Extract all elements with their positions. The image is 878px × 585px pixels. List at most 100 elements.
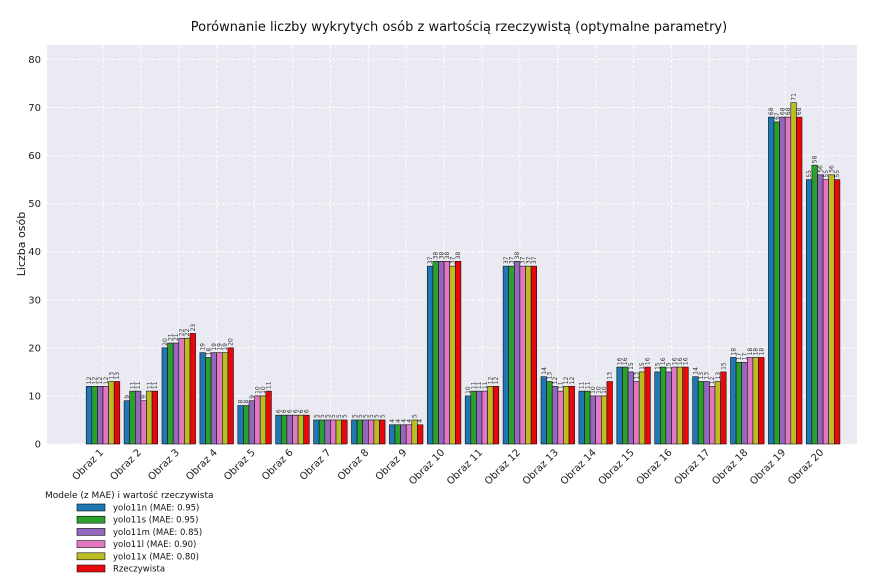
data-label: 5 bbox=[379, 414, 386, 418]
bar bbox=[108, 381, 115, 445]
data-label: 18 bbox=[205, 348, 212, 356]
x-tick-label: Obraz 16 bbox=[635, 447, 675, 487]
data-label: 18 bbox=[758, 348, 765, 356]
data-label: 56 bbox=[817, 165, 824, 173]
bar bbox=[97, 386, 104, 445]
data-label: 18 bbox=[753, 348, 760, 356]
data-label: 5 bbox=[363, 414, 370, 418]
bar bbox=[627, 371, 634, 445]
data-label: 4 bbox=[395, 419, 402, 423]
data-label: 37 bbox=[427, 256, 434, 264]
data-label: 6 bbox=[304, 409, 311, 413]
data-label: 11 bbox=[558, 381, 565, 389]
data-label: 8 bbox=[243, 400, 250, 404]
data-label: 4 bbox=[406, 419, 413, 423]
bar bbox=[589, 395, 596, 445]
bar bbox=[243, 405, 250, 445]
data-label: 13 bbox=[633, 372, 640, 380]
data-label: 5 bbox=[319, 414, 326, 418]
data-label: 16 bbox=[683, 357, 690, 365]
data-label: 11 bbox=[584, 381, 591, 389]
bar bbox=[568, 386, 575, 445]
bar bbox=[481, 390, 488, 445]
bar bbox=[254, 395, 261, 445]
bar bbox=[237, 405, 244, 445]
bar bbox=[811, 164, 818, 445]
bar bbox=[817, 174, 824, 445]
bar bbox=[405, 424, 413, 445]
bar bbox=[151, 390, 159, 445]
data-label: 37 bbox=[525, 256, 532, 264]
data-label: 12 bbox=[569, 376, 576, 384]
data-label: 37 bbox=[509, 256, 516, 264]
data-label: 5 bbox=[374, 414, 381, 418]
y-tick-label: 70 bbox=[28, 103, 41, 114]
data-label: 20 bbox=[162, 338, 169, 346]
data-label: 14 bbox=[541, 367, 548, 375]
data-label: 15 bbox=[628, 362, 635, 370]
x-tick-label: Obraz 14 bbox=[559, 447, 599, 487]
y-axis-ticks: 0 10 20 30 40 50 60 70 80 bbox=[28, 55, 41, 451]
bar bbox=[324, 419, 331, 445]
bar bbox=[584, 390, 591, 445]
bar bbox=[341, 419, 348, 445]
data-label: 6 bbox=[292, 409, 299, 413]
data-label: 16 bbox=[660, 357, 667, 365]
data-label: 9 bbox=[141, 395, 148, 399]
data-label: 12 bbox=[92, 376, 99, 384]
bar bbox=[616, 366, 623, 445]
data-label: 14 bbox=[692, 367, 699, 375]
bar bbox=[227, 347, 234, 445]
bar bbox=[222, 352, 229, 445]
bar bbox=[275, 414, 282, 445]
bar bbox=[113, 381, 121, 445]
legend-swatch bbox=[76, 515, 106, 524]
data-label: 16 bbox=[645, 357, 652, 365]
x-tick-label: Obraz 9 bbox=[374, 447, 410, 483]
bar bbox=[709, 386, 716, 445]
bar bbox=[259, 395, 267, 445]
bar bbox=[784, 116, 792, 445]
data-label: 71 bbox=[791, 93, 798, 101]
data-label: 12 bbox=[709, 376, 716, 384]
x-tick-label: Obraz 12 bbox=[483, 447, 523, 487]
bar bbox=[400, 424, 407, 445]
data-label: 11 bbox=[146, 381, 153, 389]
legend-label: yolo11m (MAE: 0.85) bbox=[113, 528, 202, 538]
bar bbox=[292, 414, 299, 445]
bar bbox=[692, 376, 699, 445]
data-label: 38 bbox=[455, 252, 462, 260]
bar bbox=[199, 352, 206, 445]
bar bbox=[476, 390, 483, 445]
data-label: 21 bbox=[167, 333, 174, 341]
data-label: 19 bbox=[200, 343, 207, 351]
bar bbox=[487, 386, 494, 445]
x-tick-label: Obraz 11 bbox=[445, 447, 485, 487]
bar bbox=[432, 261, 439, 445]
bar bbox=[313, 419, 320, 445]
x-axis-ticks: Obraz 1 Obraz 2 Obraz 3 Obraz 4 Obraz 5 Obraz… bbox=[71, 447, 827, 487]
data-label: 8 bbox=[238, 400, 245, 404]
legend-swatch bbox=[76, 503, 106, 512]
bar bbox=[551, 386, 559, 445]
legend-label: yolo11l (MAE: 0.90) bbox=[113, 540, 196, 550]
bar bbox=[356, 419, 364, 445]
bar bbox=[443, 261, 451, 445]
y-tick-label: 0 bbox=[35, 440, 41, 451]
data-label: 11 bbox=[135, 381, 142, 389]
bar bbox=[746, 357, 754, 445]
bar bbox=[676, 366, 683, 445]
data-label: 9 bbox=[249, 395, 256, 399]
bar bbox=[470, 390, 477, 445]
data-label: 10 bbox=[596, 386, 603, 394]
data-label: 38 bbox=[514, 252, 521, 260]
bar bbox=[210, 352, 218, 445]
data-label: 13 bbox=[704, 372, 711, 380]
data-label: 68 bbox=[779, 107, 786, 115]
bar bbox=[622, 366, 629, 445]
bar bbox=[426, 265, 434, 445]
data-label: 20 bbox=[228, 338, 235, 346]
data-label: 58 bbox=[812, 155, 819, 163]
data-label: 17 bbox=[742, 352, 749, 360]
data-label: 5 bbox=[336, 414, 343, 418]
